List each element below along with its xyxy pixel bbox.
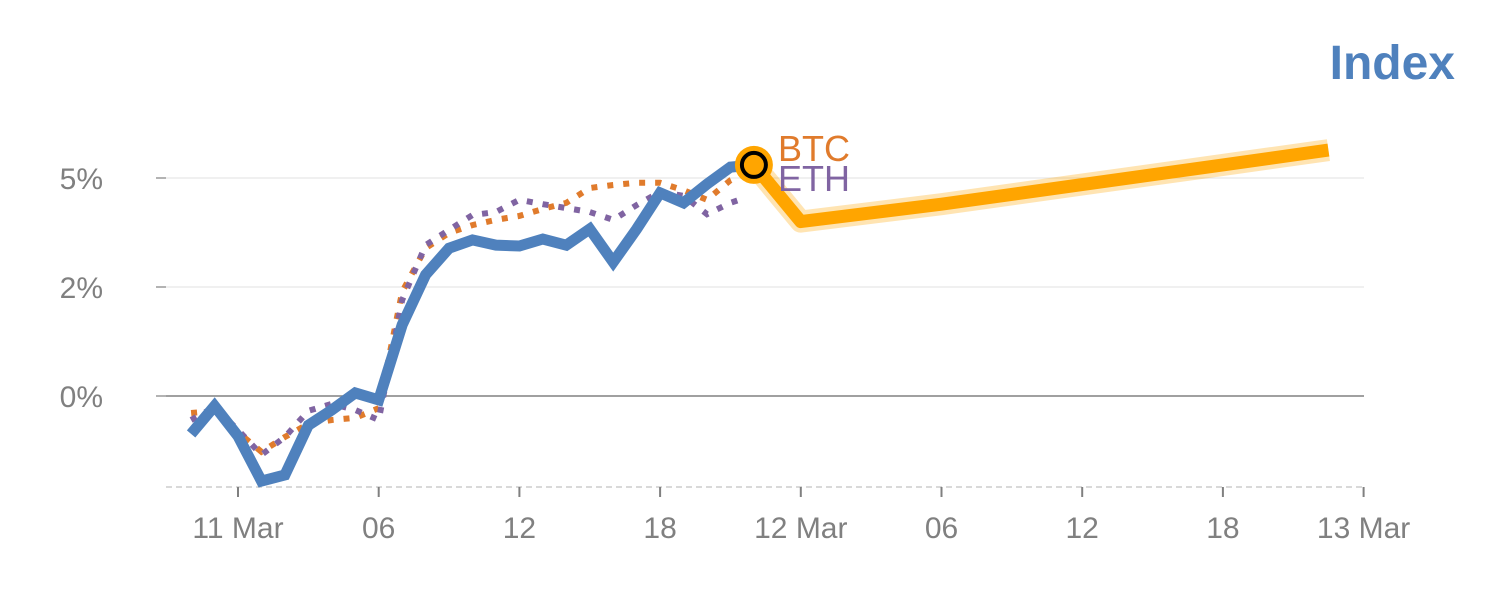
x-tick-label: 18: [643, 512, 676, 545]
y-tick-label: 2%: [60, 272, 103, 305]
x-tick-label: 12: [503, 512, 536, 545]
current-point-marker: [739, 150, 768, 179]
x-tick-label: 11 Mar: [192, 512, 283, 545]
eth-line: [189, 188, 746, 459]
y-tick-label: 5%: [60, 163, 103, 196]
x-tick-label: 18: [1206, 512, 1239, 545]
index-line: [186, 159, 755, 488]
x-tick-label: 12 Mar: [754, 512, 847, 545]
x-tick-label: 12: [1066, 512, 1099, 545]
x-tick-label: 06: [925, 512, 958, 545]
forecast-line: [748, 143, 1330, 229]
x-tick-label: 13 Mar: [1317, 512, 1410, 545]
y-tick-label: 0%: [60, 381, 103, 414]
x-tick-label: 06: [362, 512, 395, 545]
chart-title: Index: [1329, 37, 1455, 90]
btc-label: BTC: [778, 128, 850, 169]
btc-line: [190, 167, 756, 456]
eth-label: ETH: [778, 158, 850, 199]
